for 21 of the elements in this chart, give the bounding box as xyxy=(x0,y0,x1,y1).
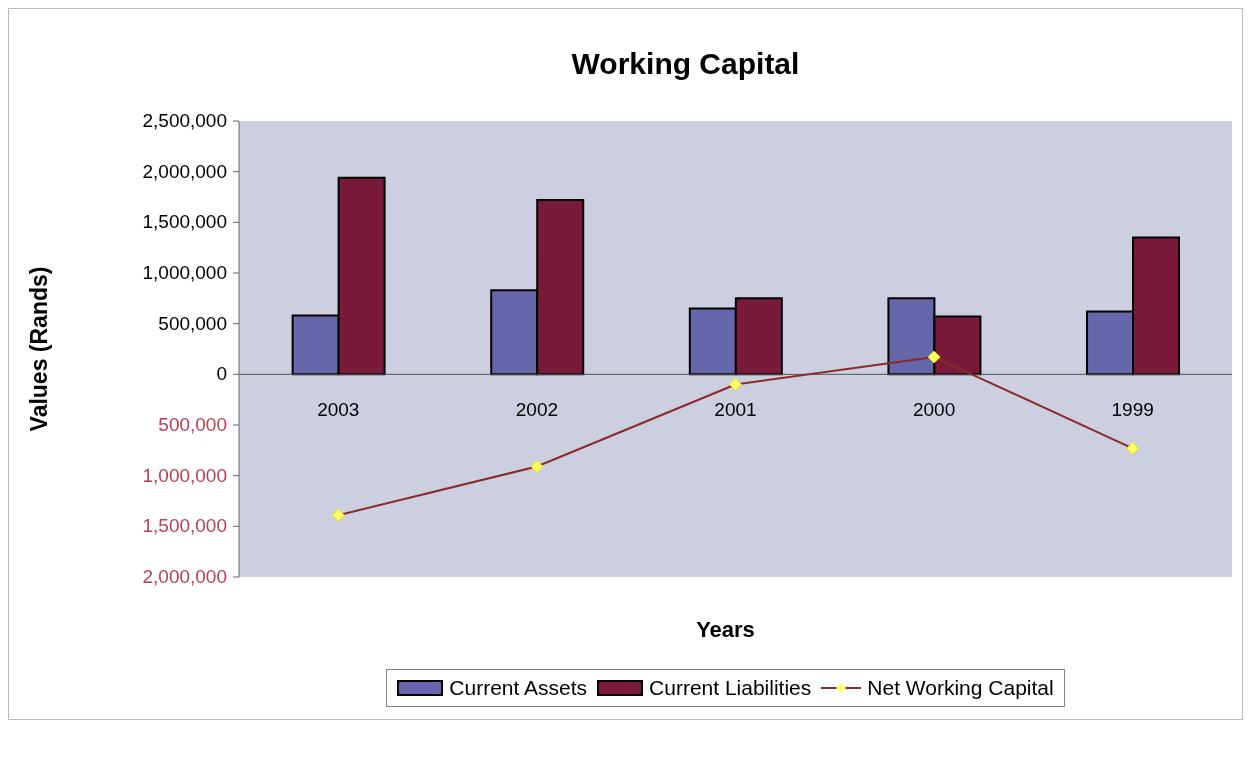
y-tick-label: 2,500,000 xyxy=(142,110,227,131)
y-tick-label: 1,500,000 xyxy=(142,515,227,537)
legend-label: Net Working Capital xyxy=(867,676,1054,700)
x-tick-label: 2000 xyxy=(912,399,956,421)
y-tick-label: 2,000,000 xyxy=(142,160,227,182)
y-tick-label: 2,000,000 xyxy=(142,566,227,587)
legend-label: Current Liabilities xyxy=(649,676,812,700)
y-tick-label: 500,000 xyxy=(158,414,227,435)
x-tick-label: 1999 xyxy=(1111,399,1154,421)
x-tick-label: 2002 xyxy=(515,399,559,421)
y-tick-label: 1,500,000 xyxy=(142,211,227,233)
y-tick-label: 1,000,000 xyxy=(142,464,227,486)
legend-label: Current Assets xyxy=(449,676,588,700)
y-axis-title: Values (Rands) xyxy=(26,266,53,432)
y-tick-label: 1,000,000 xyxy=(142,262,227,283)
y-tick-label: 500,000 xyxy=(158,312,227,334)
x-axis-title: Years xyxy=(695,617,756,643)
x-tick-label: 2001 xyxy=(714,399,757,421)
y-tick-label: 0 xyxy=(216,363,227,385)
x-tick-label: 2003 xyxy=(317,399,360,421)
chart-title: Working Capital xyxy=(570,46,801,82)
